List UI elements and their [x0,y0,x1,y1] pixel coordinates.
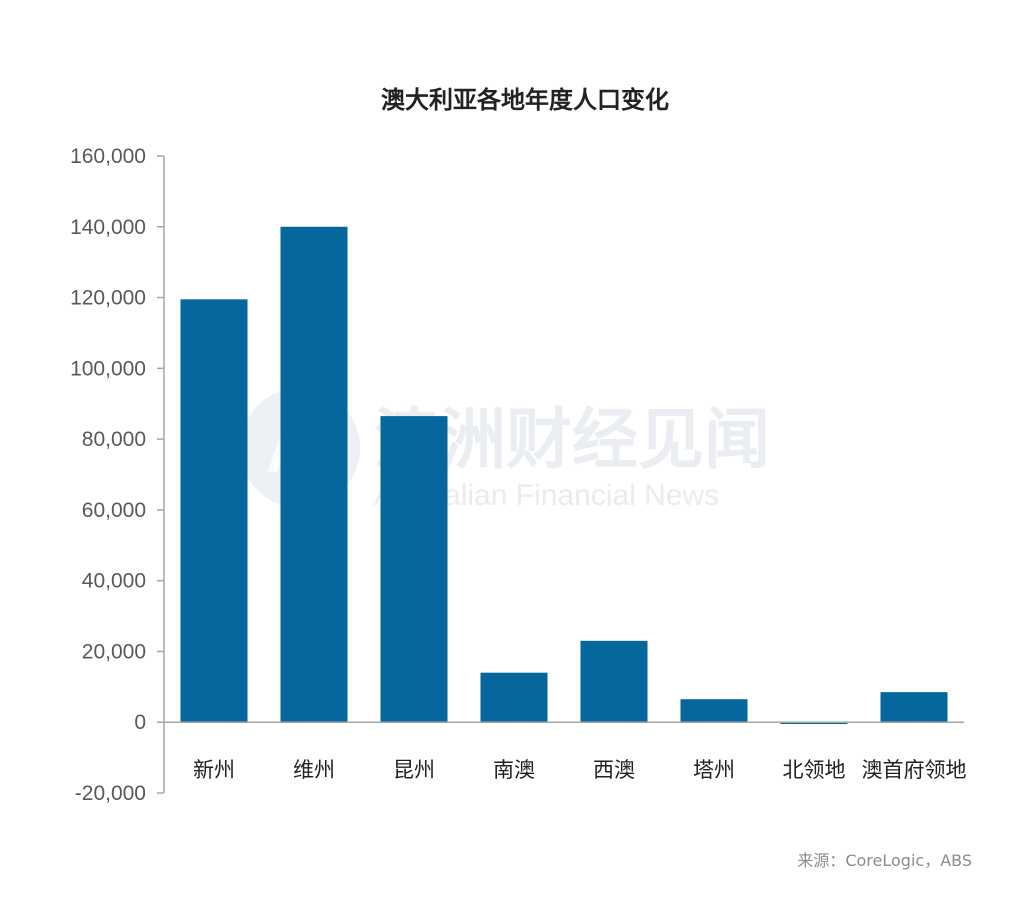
x-tick-label: 西澳 [593,758,635,782]
chart-title: 澳大利亚各地年度人口变化 [381,86,669,114]
bar [880,692,948,723]
bar [180,299,248,723]
x-tick-label: 新州 [193,758,235,782]
x-tick-label: 澳首府领地 [862,758,967,782]
y-tick-label: 120,000 [70,287,146,310]
x-tick-label: 维州 [293,758,335,782]
y-tick-label: 80,000 [82,428,146,451]
bar [580,640,648,723]
y-tick-label: 40,000 [82,570,146,593]
bar [780,722,848,724]
x-tick-label: 南澳 [493,758,535,782]
x-axis: 新州 维州 昆州 南澳 西澳 塔州 北领地 澳首府领地 [164,721,967,782]
x-tick-label: 塔州 [693,758,735,782]
y-tick-label: 100,000 [70,357,146,380]
source-note: 来源：CoreLogic，ABS [797,851,972,870]
bar [680,699,748,723]
y-tick-label: -20,000 [75,782,146,805]
y-tick-label: 140,000 [70,216,146,239]
bar [380,416,448,723]
y-tick-label: 160,000 [70,145,146,168]
y-tick-label: 0 [134,711,146,734]
x-tick-label: 北领地 [783,758,846,782]
y-tick-label: 60,000 [82,499,146,522]
y-axis: -20,000 0 20,000 40,000 60,000 80,000 100,000 1… [70,145,165,805]
x-tick-label: 昆州 [393,758,435,782]
bar [280,226,348,723]
y-tick-label: 20,000 [82,640,146,663]
bar [480,672,548,723]
bars [180,226,948,724]
